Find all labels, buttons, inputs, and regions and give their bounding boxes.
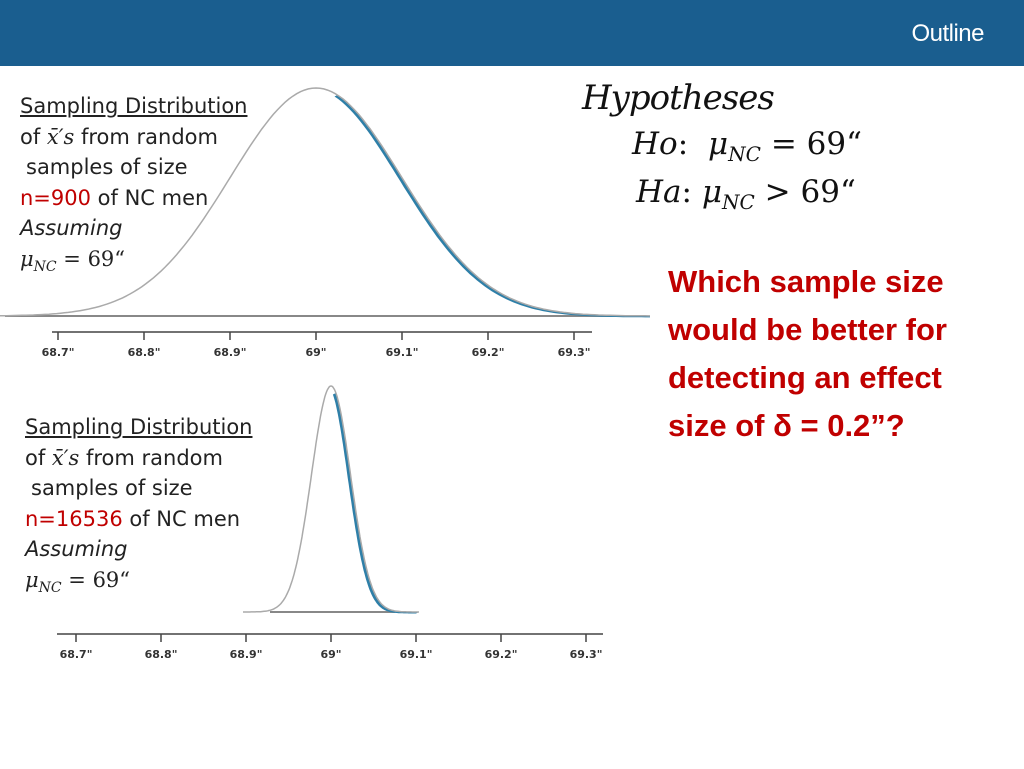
caption-line-2: of x̄′s from random — [20, 124, 218, 149]
x-axis-ticks: 68.7" 68.8" 68.9" 69" 69.1" 69.2" 69.3" — [60, 634, 603, 661]
x-tick-label: 69.2" — [485, 648, 518, 661]
caption-line-2: of x̄′s from random — [25, 445, 223, 470]
tail-shading — [334, 95, 650, 318]
caption-assuming: Assuming — [25, 537, 128, 561]
title-bar: Outline — [0, 0, 1024, 66]
bottom-chart-caption: Sampling Distribution of x̄′s from rando… — [25, 412, 252, 603]
xbar-symbol: x̄′s — [46, 124, 75, 149]
tail-shading — [332, 393, 419, 614]
x-tick-label: 69.3" — [570, 648, 603, 661]
alternative-hypothesis: Ha: μNC > 69“ — [636, 174, 856, 215]
caption-line-4: n=900 of NC men — [20, 185, 209, 210]
x-tick-label: 69.1" — [400, 648, 433, 661]
question-text: Which sample size would be better for de… — [668, 264, 947, 443]
null-hypothesis: Ho: μNC = 69“ — [632, 126, 862, 167]
caption-line-3: samples of size — [26, 155, 188, 179]
caption-assuming: Assuming — [20, 216, 123, 240]
x-tick-label: 68.8" — [145, 648, 178, 661]
density-curve — [243, 385, 419, 613]
x-tick-label: 69" — [320, 648, 341, 661]
caption-equation: μNC = 69“ — [20, 246, 126, 275]
density-curve — [0, 87, 650, 317]
x-tick-label: 69.2" — [472, 346, 505, 359]
sample-size-label: n=900 — [20, 185, 91, 210]
sample-size-label: n=16536 — [25, 506, 123, 531]
x-axis-ticks: 68.7" 68.8" 68.9" 69" 69.1" 69.2" 69.3" — [42, 332, 591, 359]
caption-title: Sampling Distribution — [25, 415, 253, 439]
caption-line-3: samples of size — [31, 476, 193, 500]
outline-link[interactable]: Outline — [911, 20, 984, 47]
x-tick-label: 68.9" — [214, 346, 247, 359]
top-distribution-chart: 68.7" 68.8" 68.9" 69" 69.1" 69.2" 69.3" — [0, 87, 650, 359]
bottom-distribution-chart: 68.7" 68.8" 68.9" 69" 69.1" 69.2" 69.3" — [57, 385, 603, 661]
caption-title: Sampling Distribution — [20, 94, 248, 118]
x-tick-label: 69.3" — [558, 346, 591, 359]
caption-equation: μNC = 69“ — [25, 567, 131, 596]
x-tick-label: 68.8" — [128, 346, 161, 359]
x-tick-label: 68.9" — [230, 648, 263, 661]
x-tick-label: 68.7" — [60, 648, 93, 661]
x-tick-label: 69" — [305, 346, 326, 359]
xbar-symbol: x̄′s — [51, 445, 80, 470]
caption-line-4: n=16536 of NC men — [25, 506, 241, 531]
x-tick-label: 69.1" — [386, 346, 419, 359]
x-tick-label: 68.7" — [42, 346, 75, 359]
hypotheses-title: Hypotheses — [582, 78, 775, 118]
top-chart-caption: Sampling Distribution of x̄′s from rando… — [20, 91, 247, 282]
